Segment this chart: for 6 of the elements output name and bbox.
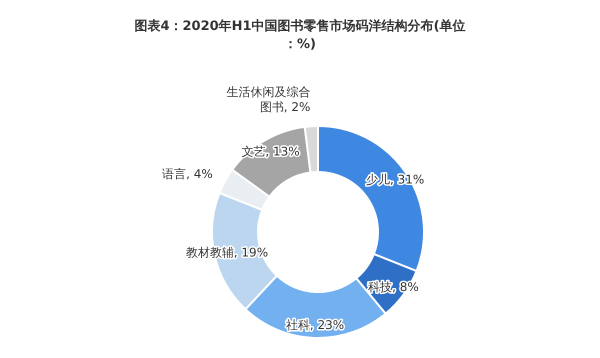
slice-label: 教材教辅, 19% xyxy=(186,245,268,260)
slice-label: 社科, 23% xyxy=(286,318,344,332)
chart-title: 图表4：2020年H1中国图书零售市场码洋结构分布(单位：%) xyxy=(134,18,466,52)
slice-label: 语言, 4% xyxy=(162,167,213,182)
slice-label: 文艺, 13% xyxy=(241,144,300,159)
slice-label: 生活休闲及综合图书, 2% xyxy=(226,85,310,114)
